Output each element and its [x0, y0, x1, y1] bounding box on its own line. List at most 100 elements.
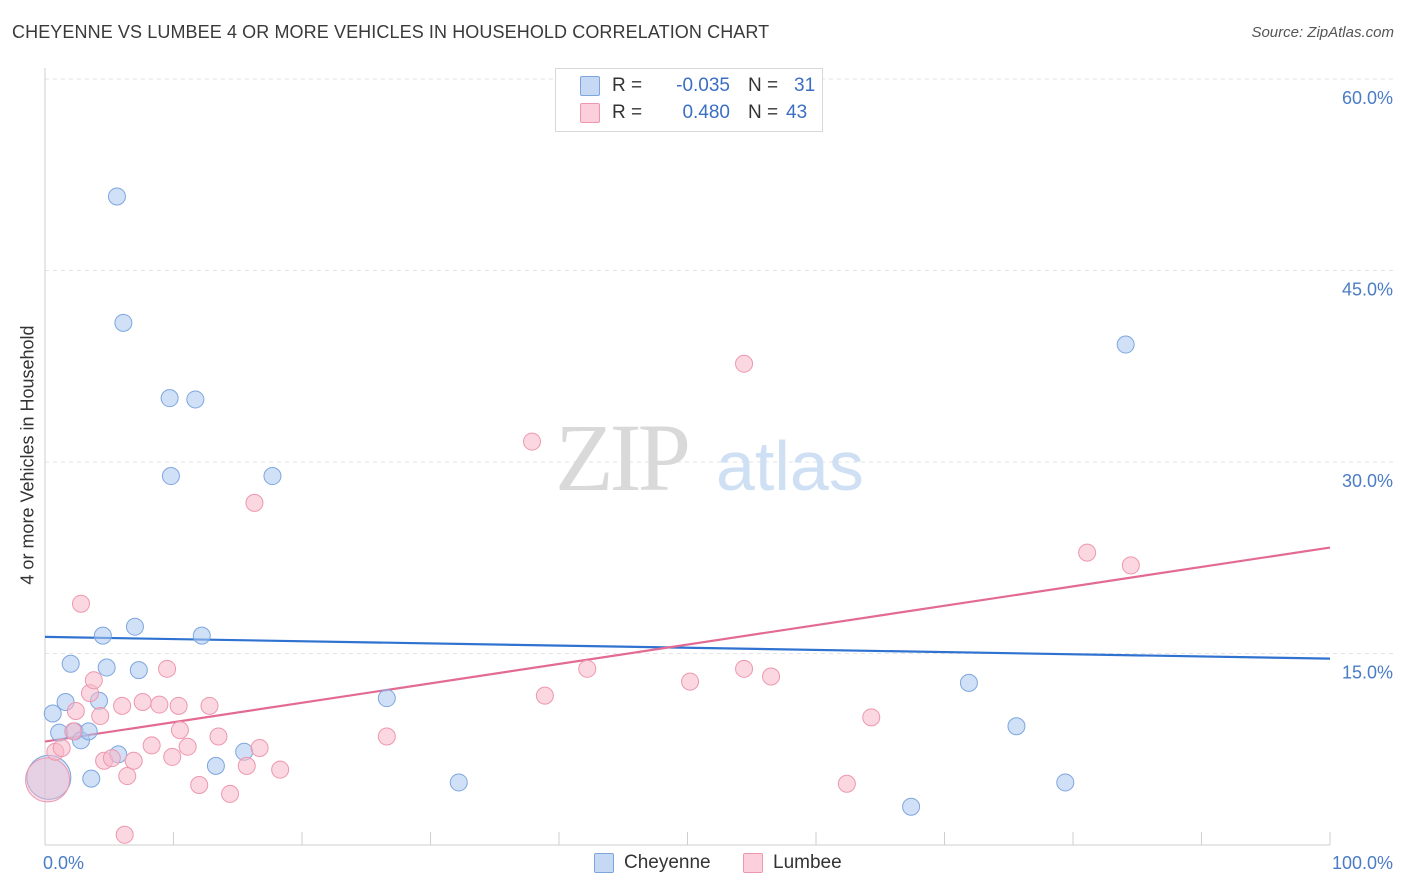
cheyenne-point: [114, 313, 133, 332]
lumbee-legend-label: Lumbee: [773, 852, 842, 873]
n-label: N =: [748, 75, 779, 96]
y-tick-label: 45.0%: [1342, 280, 1393, 300]
watermark-atlas: atlas: [716, 427, 864, 505]
axes: [44, 68, 1330, 846]
lumbee-trend-line: [44, 546, 1331, 743]
cheyenne-point: [97, 658, 116, 677]
x-tick-marks: [44, 832, 1331, 845]
r-value: 0.480: [682, 102, 730, 123]
y-tick-label: 30.0%: [1342, 471, 1393, 491]
lumbee-point: [523, 432, 542, 451]
lumbee-point: [66, 701, 85, 720]
lumbee-point: [115, 825, 134, 844]
lumbee-point: [102, 749, 121, 768]
lumbee-point: [91, 707, 110, 726]
cheyenne-point: [161, 467, 180, 486]
cheyenne-point: [1007, 717, 1026, 736]
y-tick-label: 15.0%: [1342, 663, 1393, 683]
lumbee-point: [158, 659, 177, 678]
cheyenne-trend-line: [44, 635, 1331, 660]
lumbee-point: [163, 747, 182, 766]
lumbee-point: [862, 708, 881, 727]
lumbee-point: [271, 760, 290, 779]
cheyenne-point: [377, 689, 396, 708]
chart-title: CHEYENNE VS LUMBEE 4 OR MORE VEHICLES IN…: [12, 22, 770, 42]
cheyenne-point: [61, 654, 80, 673]
cheyenne-point: [192, 626, 211, 645]
lumbee-legend-icon: [743, 853, 763, 873]
lumbee-point: [52, 738, 71, 757]
cheyenne-point: [1056, 773, 1075, 792]
lumbee-point: [221, 784, 240, 803]
lumbee-point: [113, 696, 132, 715]
cheyenne-point: [125, 617, 144, 636]
lumbee-point: [25, 757, 71, 803]
cheyenne-point: [82, 769, 101, 788]
x-tick-label-min: 0.0%: [43, 853, 84, 873]
lumbee-point: [200, 696, 219, 715]
r-label: R =: [612, 102, 643, 123]
trend-lines: [44, 546, 1331, 743]
lumbee-point: [237, 756, 256, 775]
cheyenne-point: [263, 467, 282, 486]
watermark-zip: ZIP: [555, 404, 688, 511]
bottom-legend-cheyenne: Cheyenne: [594, 852, 711, 874]
cheyenne-point: [449, 773, 468, 792]
lumbee-point: [169, 696, 188, 715]
cheyenne-point: [1116, 335, 1135, 354]
data-points: [25, 187, 1140, 844]
cheyenne-legend-label: Cheyenne: [624, 852, 711, 873]
cheyenne-point: [129, 661, 148, 680]
cheyenne-point: [902, 797, 921, 816]
lumbee-point: [1078, 543, 1097, 562]
lumbee-point: [178, 737, 197, 756]
lumbee-point: [209, 727, 228, 746]
lumbee-point: [133, 693, 152, 712]
lumbee-point: [71, 594, 90, 613]
lumbee-point: [535, 686, 554, 705]
cheyenne-point: [206, 756, 225, 775]
cheyenne-point: [959, 673, 978, 692]
n-value: 43: [786, 102, 808, 123]
lumbee-point: [245, 493, 264, 512]
cheyenne-legend-icon: [594, 853, 614, 873]
cheyenne-point: [93, 626, 112, 645]
watermark: ZIP atlas: [555, 404, 864, 511]
lumbee-point: [64, 722, 83, 741]
lumbee-point: [1121, 556, 1140, 575]
r-value: -0.035: [676, 75, 730, 96]
lumbee-point: [837, 774, 856, 793]
lumbee-point: [735, 659, 754, 678]
lumbee-point: [142, 736, 161, 755]
lumbee-point: [190, 775, 209, 794]
cheyenne-point: [186, 390, 205, 409]
lumbee-point: [170, 721, 189, 740]
y-tick-label: 60.0%: [1342, 88, 1393, 108]
grid-lines: [45, 78, 1393, 654]
n-value: 31: [794, 75, 816, 96]
lumbee-point: [377, 727, 396, 746]
cheyenne-point: [107, 187, 126, 206]
lumbee-swatch-icon: [580, 103, 600, 123]
x-tick-label-max: 100.0%: [1332, 853, 1393, 873]
source-credit: Source: ZipAtlas.com: [1251, 24, 1394, 41]
lumbee-point: [735, 354, 754, 373]
cheyenne-swatch-icon: [580, 76, 600, 96]
legend-row-lumbee: R = 0.480 N = 43: [580, 101, 807, 125]
y-tick-labels: 15.0% 30.0% 45.0% 60.0%: [1342, 88, 1393, 683]
lumbee-point: [578, 659, 597, 678]
n-label: N =: [748, 102, 779, 123]
lumbee-point: [124, 751, 143, 770]
lumbee-point: [250, 738, 269, 757]
cheyenne-point: [160, 389, 179, 408]
legend-row-cheyenne: R = -0.035 N = 31: [580, 74, 815, 98]
lumbee-point: [762, 667, 781, 686]
stats-legend: R = -0.035 N = 31 R = 0.480 N = 43: [555, 68, 823, 132]
cheyenne-point: [43, 704, 62, 723]
lumbee-point: [84, 671, 103, 690]
lumbee-point: [118, 767, 137, 786]
r-label: R =: [612, 75, 643, 96]
bottom-legend-lumbee: Lumbee: [743, 852, 842, 874]
lumbee-point: [681, 672, 700, 691]
